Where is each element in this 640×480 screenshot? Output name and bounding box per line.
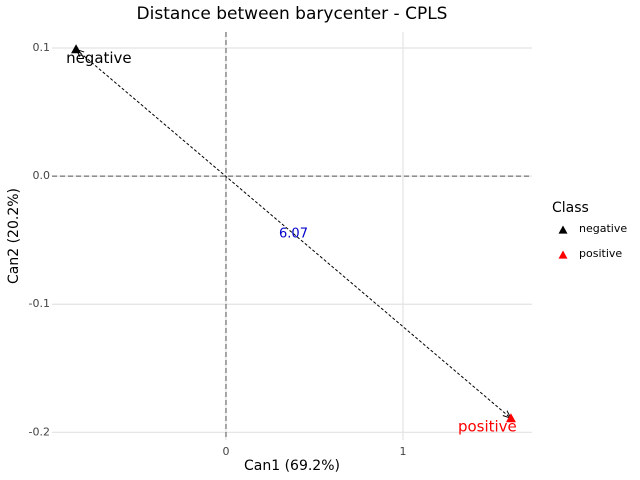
annotation: 6.07: [279, 226, 308, 241]
distance-arrow: [76, 49, 511, 418]
y-tick-label: -0.2: [29, 425, 50, 438]
point: [71, 44, 82, 54]
y-axis-label: Can2 (20.2%): [6, 188, 22, 284]
y-tick-label: 0.1: [33, 41, 51, 54]
legend-title: Class: [552, 200, 589, 216]
x-tick-label: 1: [399, 445, 406, 458]
point-label: positive: [458, 418, 517, 436]
y-tick-label: 0.0: [33, 169, 51, 182]
legend-label: positive: [579, 247, 622, 260]
x-tick-label: 0: [222, 445, 229, 458]
legend-marker: [558, 250, 568, 259]
point: [505, 413, 516, 423]
point-label: negative: [66, 49, 132, 67]
chart-title: Distance between barycenter - CPLS: [137, 4, 448, 24]
y-tick-label: -0.1: [29, 297, 50, 310]
legend-marker: [558, 225, 568, 234]
legend-label: negative: [579, 222, 627, 235]
x-axis-label: Can1 (69.2%): [244, 458, 340, 474]
